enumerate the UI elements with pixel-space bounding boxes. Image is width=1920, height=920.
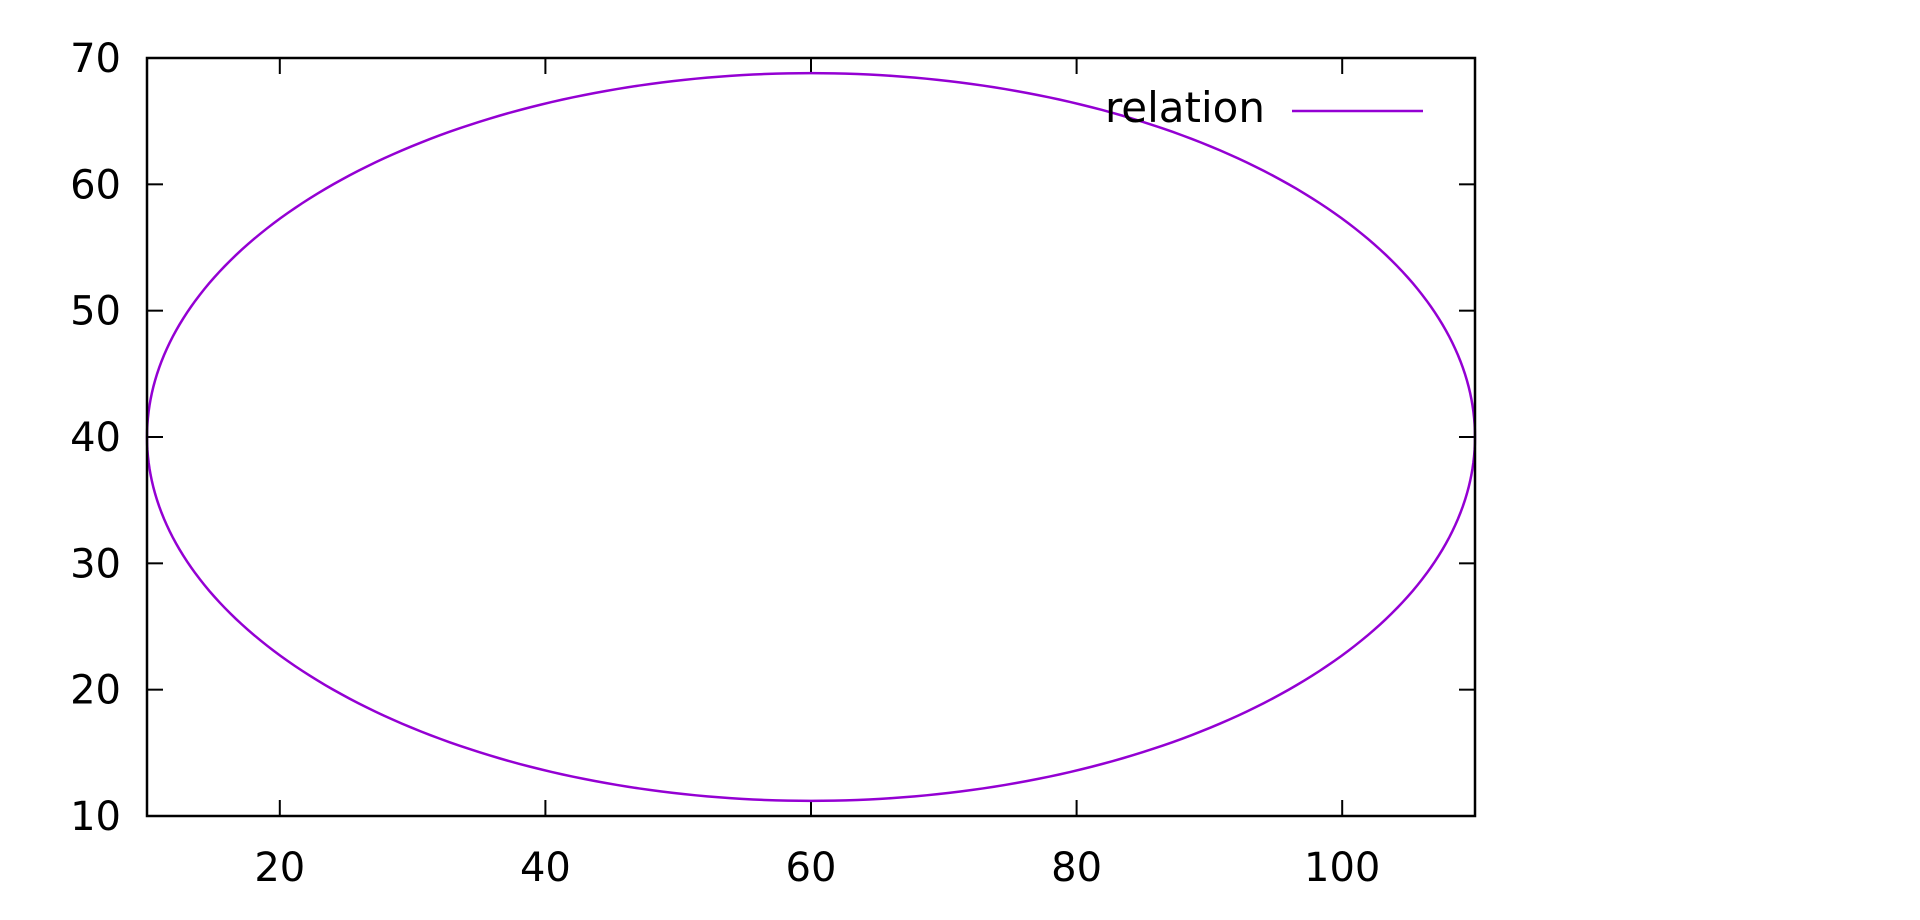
y-tick-label: 20 xyxy=(70,668,121,714)
x-tick-label: 40 xyxy=(520,845,571,891)
plot-frame xyxy=(145,56,1477,818)
legend: relation xyxy=(1105,83,1423,132)
series-line-relation xyxy=(145,71,1477,803)
y-tick-label: 30 xyxy=(70,541,121,587)
y-tick-label: 70 xyxy=(70,36,121,82)
y-tick-label: 50 xyxy=(70,289,121,335)
tick-labels: 20 40 60 80 100 10 20 30 40 50 60 70 xyxy=(70,36,1380,891)
x-tick-label: 60 xyxy=(786,845,837,891)
tick-marks xyxy=(147,57,1475,817)
x-tick-label: 20 xyxy=(254,845,305,891)
x-tick-label: 100 xyxy=(1304,845,1380,891)
series-layer xyxy=(145,71,1477,803)
y-tick-label: 10 xyxy=(70,794,121,840)
y-tick-label: 60 xyxy=(70,162,121,208)
x-tick-label: 80 xyxy=(1051,845,1102,891)
legend-label-relation: relation xyxy=(1105,83,1265,132)
y-tick-label: 40 xyxy=(70,415,121,461)
